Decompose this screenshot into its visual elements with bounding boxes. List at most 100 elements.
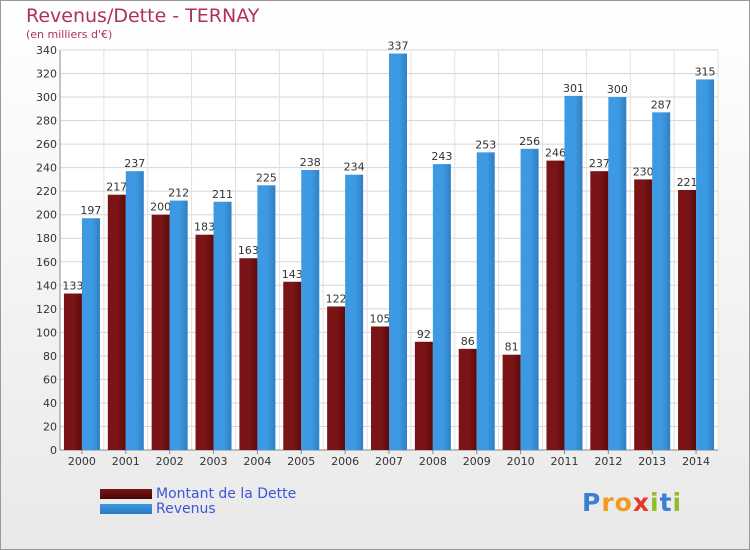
y-tick-label: 0 (50, 444, 57, 457)
y-tick-label: 120 (36, 303, 57, 316)
logo-letter: i (672, 488, 683, 517)
label-dette-2012: 237 (589, 157, 610, 170)
label-dette-2005: 143 (282, 268, 303, 281)
x-tick-label: 2008 (419, 455, 447, 468)
label-revenus-2004: 225 (256, 171, 277, 184)
y-tick-label: 260 (36, 138, 57, 151)
label-revenus-2007: 337 (388, 40, 409, 53)
x-tick-label: 2010 (507, 455, 535, 468)
bar-dette-2003 (195, 234, 214, 450)
label-revenus-2000: 197 (80, 204, 101, 217)
bar-revenus-2003 (213, 201, 232, 450)
label-revenus-2011: 301 (563, 82, 584, 95)
label-dette-2001: 217 (106, 181, 127, 194)
y-tick-label: 100 (36, 326, 57, 339)
bar-revenus-2009 (476, 152, 495, 450)
bar-revenus-2011 (564, 95, 583, 450)
label-revenus-2014: 315 (695, 65, 716, 78)
label-dette-2011: 246 (545, 147, 566, 160)
label-dette-2014: 221 (677, 176, 698, 189)
logo-letter: t (659, 488, 673, 517)
logo-letter: x (632, 488, 650, 517)
bar-dette-2002 (151, 214, 170, 450)
logo-letter: P (582, 488, 602, 517)
bar-dette-2007 (371, 326, 389, 450)
y-tick-label: 280 (36, 115, 57, 128)
proxiti-logo: Proxiti (582, 488, 682, 517)
bar-revenus-2008 (432, 164, 451, 450)
y-tick-label: 220 (36, 185, 57, 198)
bar-dette-2009 (458, 348, 477, 450)
label-revenus-2005: 238 (300, 156, 321, 169)
label-revenus-2006: 234 (344, 161, 365, 174)
bar-revenus-2013 (652, 112, 671, 451)
legend-label-revenus: Revenus (156, 501, 216, 517)
bar-dette-2010 (502, 354, 521, 450)
logo-letter: r (601, 488, 615, 517)
logo-letter: o (614, 488, 633, 517)
x-tick-label: 2007 (375, 455, 403, 468)
x-tick-label: 2012 (594, 455, 622, 468)
label-revenus-2001: 237 (124, 157, 145, 170)
legend-swatch-revenus (100, 504, 152, 514)
label-dette-2003: 183 (194, 221, 215, 234)
bar-dette-2013 (634, 179, 653, 451)
legend-label-dette: Montant de la Dette (156, 486, 297, 502)
bar-revenus-2004 (257, 185, 276, 450)
bar-dette-2006 (327, 306, 346, 450)
x-tick-label: 2013 (638, 455, 666, 468)
x-tick-label: 2001 (112, 455, 140, 468)
x-tick-label: 2014 (682, 455, 710, 468)
bar-revenus-2002 (169, 200, 188, 450)
label-dette-2009: 86 (461, 335, 475, 348)
bar-revenus-2005 (301, 170, 320, 450)
label-revenus-2010: 256 (519, 135, 540, 148)
label-dette-2010: 81 (505, 341, 519, 354)
y-tick-label: 140 (36, 279, 57, 292)
bar-dette-2000 (63, 293, 82, 450)
bar-revenus-2010 (520, 148, 539, 450)
label-revenus-2008: 243 (431, 150, 452, 163)
y-tick-label: 200 (36, 209, 57, 222)
label-revenus-2013: 287 (651, 98, 672, 111)
bar-dette-2012 (590, 171, 609, 451)
label-dette-2000: 133 (62, 280, 83, 293)
bar-revenus-2000 (81, 218, 100, 450)
x-tick-label: 2009 (463, 455, 491, 468)
x-tick-label: 2003 (200, 455, 228, 468)
label-dette-2002: 200 (150, 201, 171, 214)
label-dette-2006: 122 (326, 292, 347, 305)
label-dette-2008: 92 (417, 328, 431, 341)
y-tick-label: 300 (36, 91, 57, 104)
x-tick-label: 2005 (287, 455, 315, 468)
y-tick-label: 160 (36, 256, 57, 269)
bar-dette-2005 (283, 281, 302, 450)
label-revenus-2002: 212 (168, 187, 189, 200)
bar-dette-2014 (678, 190, 697, 450)
y-tick-label: 180 (36, 232, 57, 245)
chart-title: Revenus/Dette - TERNAY (26, 5, 260, 27)
y-tick-label: 80 (43, 350, 57, 363)
logo-letter: i (650, 488, 660, 517)
bar-revenus-2007 (389, 53, 407, 450)
label-dette-2013: 230 (633, 165, 654, 178)
y-tick-label: 20 (43, 420, 57, 433)
chart-subtitle: (en milliers d'€) (26, 28, 113, 41)
legend-swatch-dette (100, 489, 152, 499)
bar-dette-2004 (239, 258, 258, 450)
x-tick-label: 2000 (68, 455, 96, 468)
bar-dette-2011 (546, 160, 565, 450)
x-tick-label: 2006 (331, 455, 359, 468)
bar-dette-2001 (107, 194, 126, 450)
y-tick-label: 320 (36, 68, 57, 81)
label-dette-2007: 105 (370, 312, 391, 325)
label-revenus-2009: 253 (475, 138, 496, 151)
y-tick-label: 40 (43, 397, 57, 410)
bar-revenus-2006 (345, 174, 364, 451)
y-tick-label: 240 (36, 162, 57, 175)
label-revenus-2003: 211 (212, 188, 233, 201)
y-tick-label: 340 (36, 44, 57, 57)
bar-revenus-2014 (696, 79, 715, 450)
label-revenus-2012: 300 (607, 83, 628, 96)
